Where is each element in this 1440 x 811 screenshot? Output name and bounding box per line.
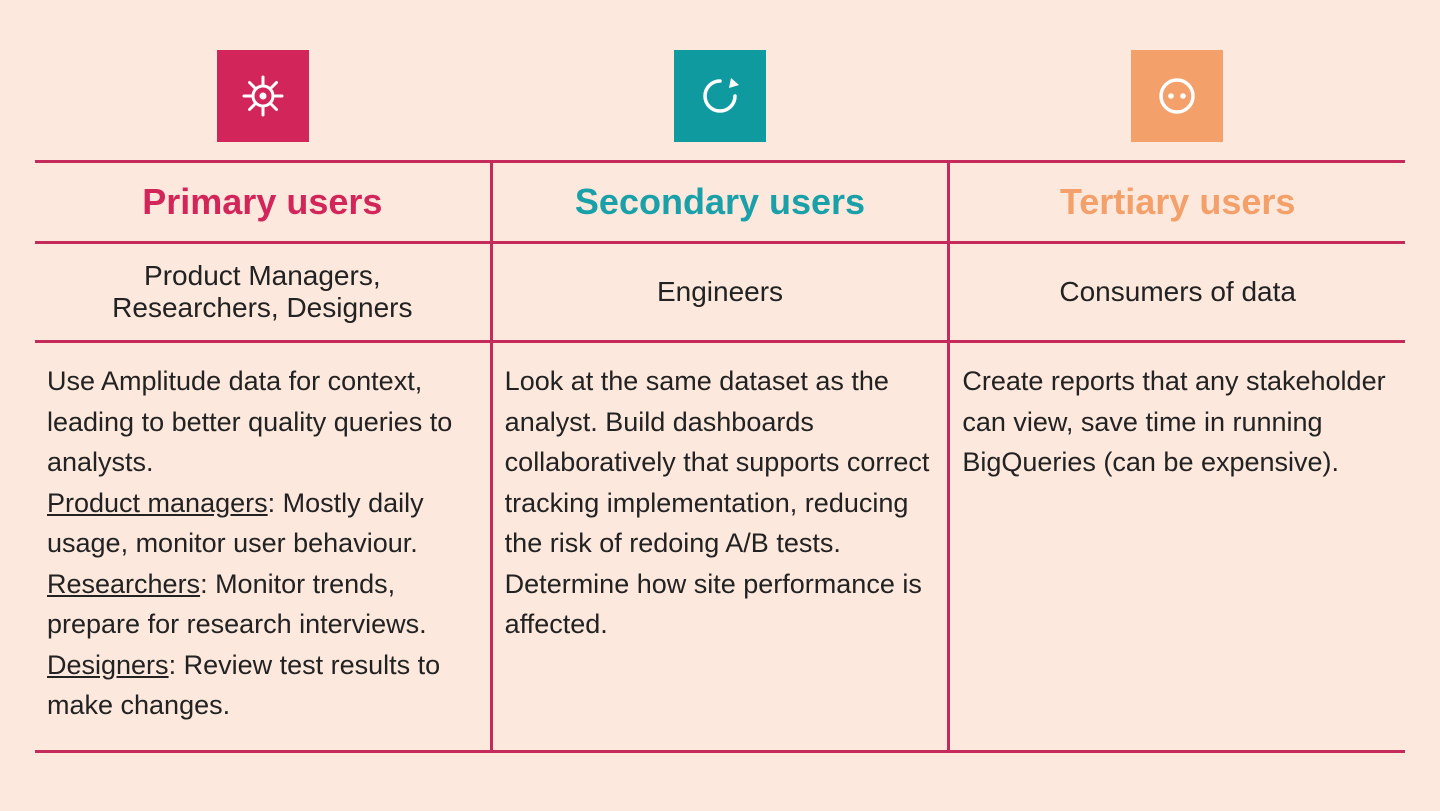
body-secondary: Look at the same dataset as the analyst.… [490,343,951,750]
refresh-icon [674,50,766,142]
header-primary: Primary users [35,163,490,241]
who-secondary: Engineers [490,244,951,340]
body-row: Use Amplitude data for context, leading … [35,343,1405,753]
icon-cell-tertiary [948,50,1405,160]
body-primary: Use Amplitude data for context, leading … [35,343,490,750]
user-tier-table: Primary users Secondary users Tertiary u… [35,50,1405,753]
icon-cell-secondary [492,50,949,160]
who-tertiary: Consumers of data [950,244,1405,340]
header-secondary: Secondary users [490,163,951,241]
header-tertiary: Tertiary users [950,163,1405,241]
who-primary: Product Managers, Researchers, Designers [35,244,490,340]
icon-row [35,50,1405,160]
face-icon [1131,50,1223,142]
header-row: Primary users Secondary users Tertiary u… [35,160,1405,244]
body-tertiary: Create reports that any stakeholder can … [950,343,1405,750]
gear-icon [217,50,309,142]
icon-cell-primary [35,50,492,160]
who-row: Product Managers, Researchers, Designers… [35,244,1405,343]
